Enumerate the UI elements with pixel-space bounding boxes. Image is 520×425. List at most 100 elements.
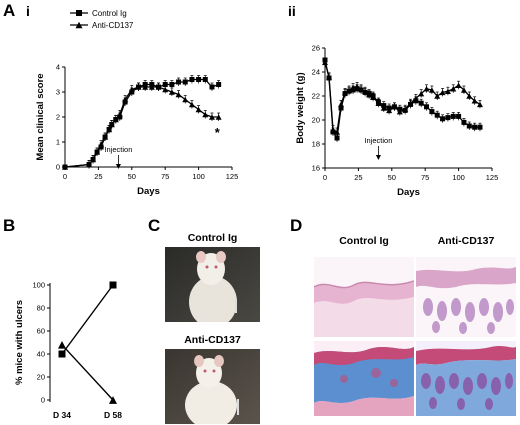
data-point-anti bbox=[423, 86, 430, 92]
data-point-anti bbox=[112, 116, 119, 123]
y-tick-label: 26 bbox=[312, 44, 320, 53]
data-point-control bbox=[456, 113, 462, 119]
y-tick-label: 0 bbox=[41, 396, 45, 405]
y-tick-label: 22 bbox=[312, 92, 320, 101]
data-point-anti bbox=[98, 141, 105, 148]
data-point-control bbox=[169, 82, 175, 87]
data-point-anti bbox=[455, 82, 462, 88]
data-point-anti bbox=[407, 100, 414, 106]
panel-letter-a: A bbox=[3, 1, 16, 20]
data-point-anti bbox=[370, 94, 377, 100]
clinical-score-chart: 0 25 50 75 100 125 0 1 2 3 4 Days Mean clinical scor… bbox=[35, 9, 238, 197]
y-tick-label: 18 bbox=[312, 140, 320, 149]
data-point-anti bbox=[460, 87, 467, 93]
data-point-anti bbox=[62, 164, 68, 170]
data-point-anti bbox=[208, 114, 215, 120]
data-point-control bbox=[182, 79, 188, 85]
data-point-control bbox=[472, 124, 478, 130]
y-tick-label: 4 bbox=[56, 63, 60, 72]
injection-arrow-head bbox=[375, 155, 381, 160]
data-point-anti bbox=[135, 84, 142, 90]
y-tick-label: 40 bbox=[37, 350, 45, 359]
panel-label-a-ii: ii bbox=[288, 3, 296, 19]
panel-letter-d: D bbox=[290, 216, 303, 235]
data-point-control bbox=[216, 82, 222, 87]
y-axis-label: % mice with ulcers bbox=[14, 300, 25, 385]
data-point-anti bbox=[102, 134, 109, 140]
y-tick-label: 20 bbox=[312, 116, 320, 125]
data-point-anti bbox=[380, 105, 387, 111]
data-point-control bbox=[440, 116, 446, 122]
x-tick-label: 100 bbox=[192, 172, 205, 181]
x-tick-label: 25 bbox=[94, 172, 102, 181]
data-point-anti bbox=[450, 86, 457, 92]
data-point-control bbox=[189, 77, 195, 82]
data-point-anti bbox=[142, 84, 149, 90]
y-tick-label: 0 bbox=[56, 163, 60, 172]
data-point-control bbox=[162, 82, 168, 87]
data-point-anti bbox=[58, 340, 66, 349]
data-point-control bbox=[202, 77, 208, 82]
data-point-anti bbox=[358, 86, 365, 92]
y-tick-label: 1 bbox=[56, 138, 60, 147]
data-point-anti bbox=[334, 129, 341, 135]
y-tick-label: 60 bbox=[37, 327, 45, 336]
x-tick-label: 25 bbox=[354, 173, 362, 182]
data-point-control bbox=[434, 112, 440, 118]
data-point-anti bbox=[94, 149, 101, 155]
data-point-anti bbox=[402, 106, 409, 112]
data-point-anti bbox=[128, 86, 135, 93]
data-point-anti bbox=[391, 104, 398, 110]
data-point-anti bbox=[202, 111, 209, 118]
data-point-anti bbox=[168, 89, 175, 95]
x-axis-label: Days bbox=[397, 187, 420, 198]
data-point-anti bbox=[434, 93, 441, 99]
injection-label: Injection bbox=[104, 145, 132, 154]
y-tick-label: 3 bbox=[56, 88, 60, 97]
data-point-anti bbox=[471, 98, 478, 104]
data-point-anti bbox=[418, 90, 425, 97]
data-point-anti bbox=[108, 121, 115, 128]
y-axis-label: Mean clinical score bbox=[35, 73, 46, 160]
panel-letter-b: B bbox=[3, 216, 16, 235]
x-tick-label: 100 bbox=[452, 173, 465, 182]
data-point-anti bbox=[188, 101, 195, 108]
y-axis-label: Body weight (g) bbox=[295, 72, 306, 143]
data-point-anti bbox=[122, 96, 129, 103]
series-line-control bbox=[61, 284, 114, 355]
data-point-control bbox=[176, 79, 182, 85]
legend-marker-anti bbox=[75, 21, 83, 29]
data-point-anti bbox=[444, 88, 451, 94]
data-point-control bbox=[209, 84, 215, 90]
data-point-anti bbox=[175, 91, 182, 98]
histology-label-control: Control Ig bbox=[339, 235, 389, 247]
series-line-anti bbox=[64, 86, 219, 168]
photo-label-anti: Anti-CD137 bbox=[184, 334, 241, 346]
injection-arrow-head bbox=[115, 164, 121, 169]
data-point-anti bbox=[195, 106, 202, 113]
legend-label-control: Control Ig bbox=[92, 9, 127, 18]
y-tick-label: 24 bbox=[312, 68, 320, 77]
data-point-anti bbox=[162, 86, 169, 93]
data-point-anti bbox=[375, 100, 382, 106]
mouse-photo-control-image bbox=[165, 247, 260, 322]
data-point-anti bbox=[428, 87, 435, 93]
body-weight-chart: 0 25 50 75 100 125 16 18 20 22 24 26 Days Body weight… bbox=[295, 44, 498, 199]
x-tick-label: 75 bbox=[161, 172, 169, 181]
data-point-anti bbox=[338, 101, 345, 108]
x-tick-label: 0 bbox=[323, 173, 327, 182]
photo-label-control: Control Ig bbox=[187, 232, 238, 244]
significance-star: * bbox=[215, 125, 221, 140]
x-tick-label: 50 bbox=[128, 172, 136, 181]
y-tick-label: 100 bbox=[32, 281, 45, 290]
data-point-anti bbox=[330, 126, 337, 133]
panel-label-a-i: i bbox=[26, 3, 30, 19]
data-point-anti bbox=[386, 107, 393, 114]
data-point-control bbox=[418, 100, 424, 106]
data-point-anti bbox=[182, 96, 189, 103]
data-point-anti bbox=[116, 111, 123, 118]
legend-label-anti: Anti-CD137 bbox=[92, 21, 134, 30]
y-tick-label: 80 bbox=[37, 304, 45, 313]
data-point-anti bbox=[439, 89, 446, 96]
data-point-control bbox=[109, 281, 117, 289]
